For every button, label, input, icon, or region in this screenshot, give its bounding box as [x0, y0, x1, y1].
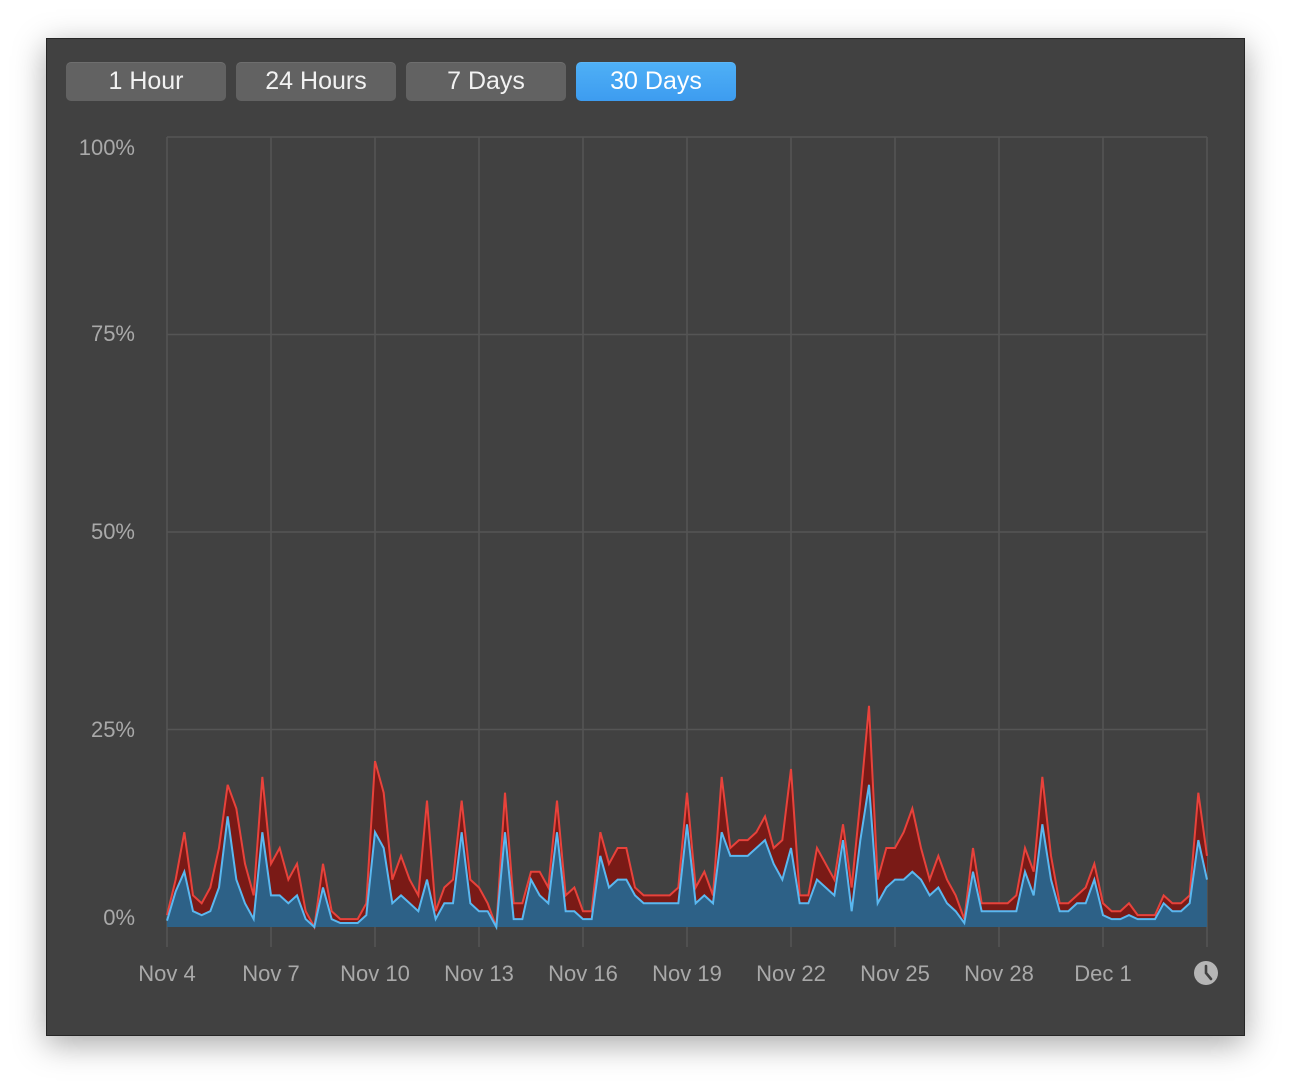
- user-load-line: [166, 784, 1208, 931]
- range-button-24-hours[interactable]: 24 Hours: [236, 62, 396, 101]
- x-axis-labels: Nov 4 Nov 7 Nov 10 Nov 13 Nov 16 Nov 19 …: [138, 961, 1131, 986]
- system-load-area: [167, 705, 1207, 927]
- y-tick-label: 0%: [103, 905, 135, 930]
- range-button-7-days[interactable]: 7 Days: [406, 62, 566, 101]
- range-button-30-days[interactable]: 30 Days: [576, 62, 736, 101]
- y-tick-label: 100%: [79, 135, 135, 160]
- x-tick-label: Nov 10: [340, 961, 410, 986]
- user-load-area: [167, 784, 1207, 927]
- x-tick-label: Nov 4: [138, 961, 195, 986]
- grid: [166, 136, 1208, 947]
- x-tick-label: Nov 28: [964, 961, 1034, 986]
- x-tick-label: Nov 25: [860, 961, 930, 986]
- x-tick-label: Dec 1: [1074, 961, 1131, 986]
- y-tick-label: 50%: [91, 519, 135, 544]
- series-layer: [166, 705, 1208, 931]
- x-tick-label: Nov 16: [548, 961, 618, 986]
- clock-icon[interactable]: [1194, 961, 1218, 985]
- y-tick-label: 25%: [91, 717, 135, 742]
- x-tick-label: Nov 7: [242, 961, 299, 986]
- system-load-line: [166, 705, 1208, 931]
- x-tick-label: Nov 19: [652, 961, 722, 986]
- y-tick-label: 75%: [91, 321, 135, 346]
- x-tick-label: Nov 22: [756, 961, 826, 986]
- y-axis-labels: 100% 75% 50% 25% 0%: [79, 135, 135, 930]
- range-button-1-hour[interactable]: 1 Hour: [66, 62, 226, 101]
- x-tick-label: Nov 13: [444, 961, 514, 986]
